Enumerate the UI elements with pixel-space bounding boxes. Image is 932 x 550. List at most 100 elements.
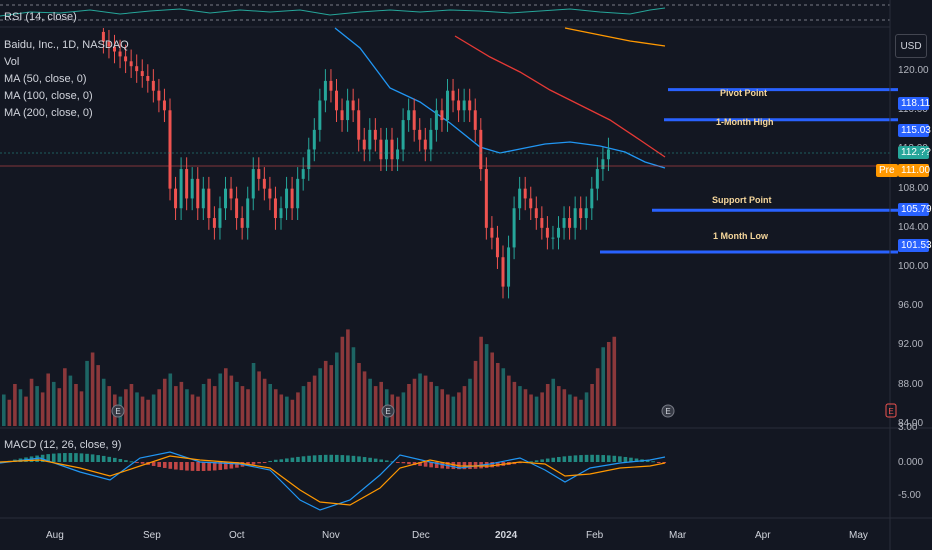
candle-body xyxy=(462,100,466,111)
macd-histogram-bar xyxy=(434,462,439,468)
macd-histogram-bar xyxy=(335,454,339,462)
candle-body xyxy=(357,110,361,140)
macd-histogram-bar xyxy=(151,462,156,466)
volume-bar xyxy=(318,368,322,426)
volume-bar xyxy=(18,389,23,426)
candle-body xyxy=(590,188,594,209)
candle-body xyxy=(434,110,438,130)
macd-histogram-bar xyxy=(384,460,389,462)
volume-bar xyxy=(379,381,383,426)
volume-bar xyxy=(151,394,156,426)
volume-bar xyxy=(285,396,289,426)
macd-histogram-bar xyxy=(612,455,617,462)
volume-bar xyxy=(495,363,500,426)
macd-histogram-bar xyxy=(584,454,589,462)
volume-bar xyxy=(362,371,367,426)
volume-bar xyxy=(24,396,28,426)
ma100-line xyxy=(454,35,666,158)
earnings-marker-label: E xyxy=(385,407,390,416)
candle-body xyxy=(273,198,277,219)
date-feb: Feb xyxy=(586,530,604,541)
volume-bar xyxy=(429,381,433,426)
volume-bar xyxy=(523,389,528,426)
rsi-label: RSI (14, close) xyxy=(4,11,77,23)
volume-bar xyxy=(185,389,189,426)
volume-bar xyxy=(79,391,84,426)
price-tick: 92.00 xyxy=(898,339,924,351)
candle-body xyxy=(307,149,311,170)
one-month-high-label: 1-Month High xyxy=(716,117,774,127)
candle-body xyxy=(479,129,483,170)
candle-body xyxy=(490,227,494,238)
candle-body xyxy=(296,178,300,209)
candle-body xyxy=(412,110,416,130)
volume-bar xyxy=(329,365,334,426)
volume-bar xyxy=(257,371,261,426)
volume-bar xyxy=(507,375,511,426)
currency-button[interactable]: USD xyxy=(895,34,927,58)
date-mar: Mar xyxy=(669,530,687,541)
candle-body xyxy=(573,208,577,228)
volume-bar xyxy=(201,384,206,426)
candle-body xyxy=(407,110,411,121)
date-may: May xyxy=(849,530,868,541)
candle-body xyxy=(312,129,316,150)
candle-body xyxy=(285,188,289,209)
volume-bar xyxy=(7,399,12,426)
macd-histogram-bar xyxy=(368,457,372,462)
macd-histogram-bar xyxy=(557,457,561,462)
volume-bar xyxy=(124,389,128,426)
volume-bar xyxy=(479,336,483,426)
rsi-pane xyxy=(0,4,890,28)
volume-bar xyxy=(346,329,350,426)
date-dec: Dec xyxy=(412,530,430,541)
macd-histogram-bar xyxy=(46,454,50,462)
volume-bar xyxy=(2,394,6,426)
vol-label: Vol xyxy=(4,56,20,68)
one-month-low-label: 1 Month Low xyxy=(713,231,768,241)
earnings-marker-axis-label: E xyxy=(888,407,893,416)
candle-body xyxy=(146,76,150,81)
volume-bar xyxy=(212,386,217,426)
candle-body xyxy=(557,227,560,238)
candle-body xyxy=(246,198,250,228)
volume-bar xyxy=(462,386,467,426)
candle-body xyxy=(135,66,139,72)
price-tick: 96.00 xyxy=(898,300,924,312)
macd-histogram-bar xyxy=(312,455,317,462)
macd-histogram-bar xyxy=(235,462,239,468)
candle-body xyxy=(379,139,383,160)
macd-histogram-bar xyxy=(351,455,356,462)
candle-body xyxy=(512,208,516,248)
date-apr: Apr xyxy=(755,530,771,541)
macd-histogram-bar xyxy=(268,460,272,462)
candle-body xyxy=(218,208,222,228)
earnings-marker xyxy=(661,404,675,418)
macd-histogram-bar xyxy=(579,455,583,462)
macd-histogram-bar xyxy=(296,456,300,462)
pre-market-label: Pre xyxy=(876,164,898,177)
candle-body xyxy=(290,188,294,209)
volume-bar xyxy=(129,384,134,426)
volume-bar xyxy=(240,386,245,426)
candle-body xyxy=(584,208,588,219)
macd-histogram-bar xyxy=(79,453,84,462)
volume-bar xyxy=(296,392,300,426)
candle-body xyxy=(551,237,555,239)
price-tick: 108.00 xyxy=(898,182,929,194)
ma200-line xyxy=(564,27,666,47)
volume-bar xyxy=(484,344,489,426)
macd-histogram-bar xyxy=(251,462,256,465)
volume-bar xyxy=(68,375,73,426)
macd-histogram-bar xyxy=(656,462,661,463)
macd-histogram-bar xyxy=(634,458,639,462)
date-sep: Sep xyxy=(143,530,161,541)
volume-bar xyxy=(418,373,422,426)
macd-histogram-bar xyxy=(162,462,167,468)
candle-body xyxy=(235,198,239,219)
macd-histogram-bar xyxy=(129,461,134,463)
macd-histogram-bar xyxy=(423,462,428,467)
candle-body xyxy=(179,169,183,209)
